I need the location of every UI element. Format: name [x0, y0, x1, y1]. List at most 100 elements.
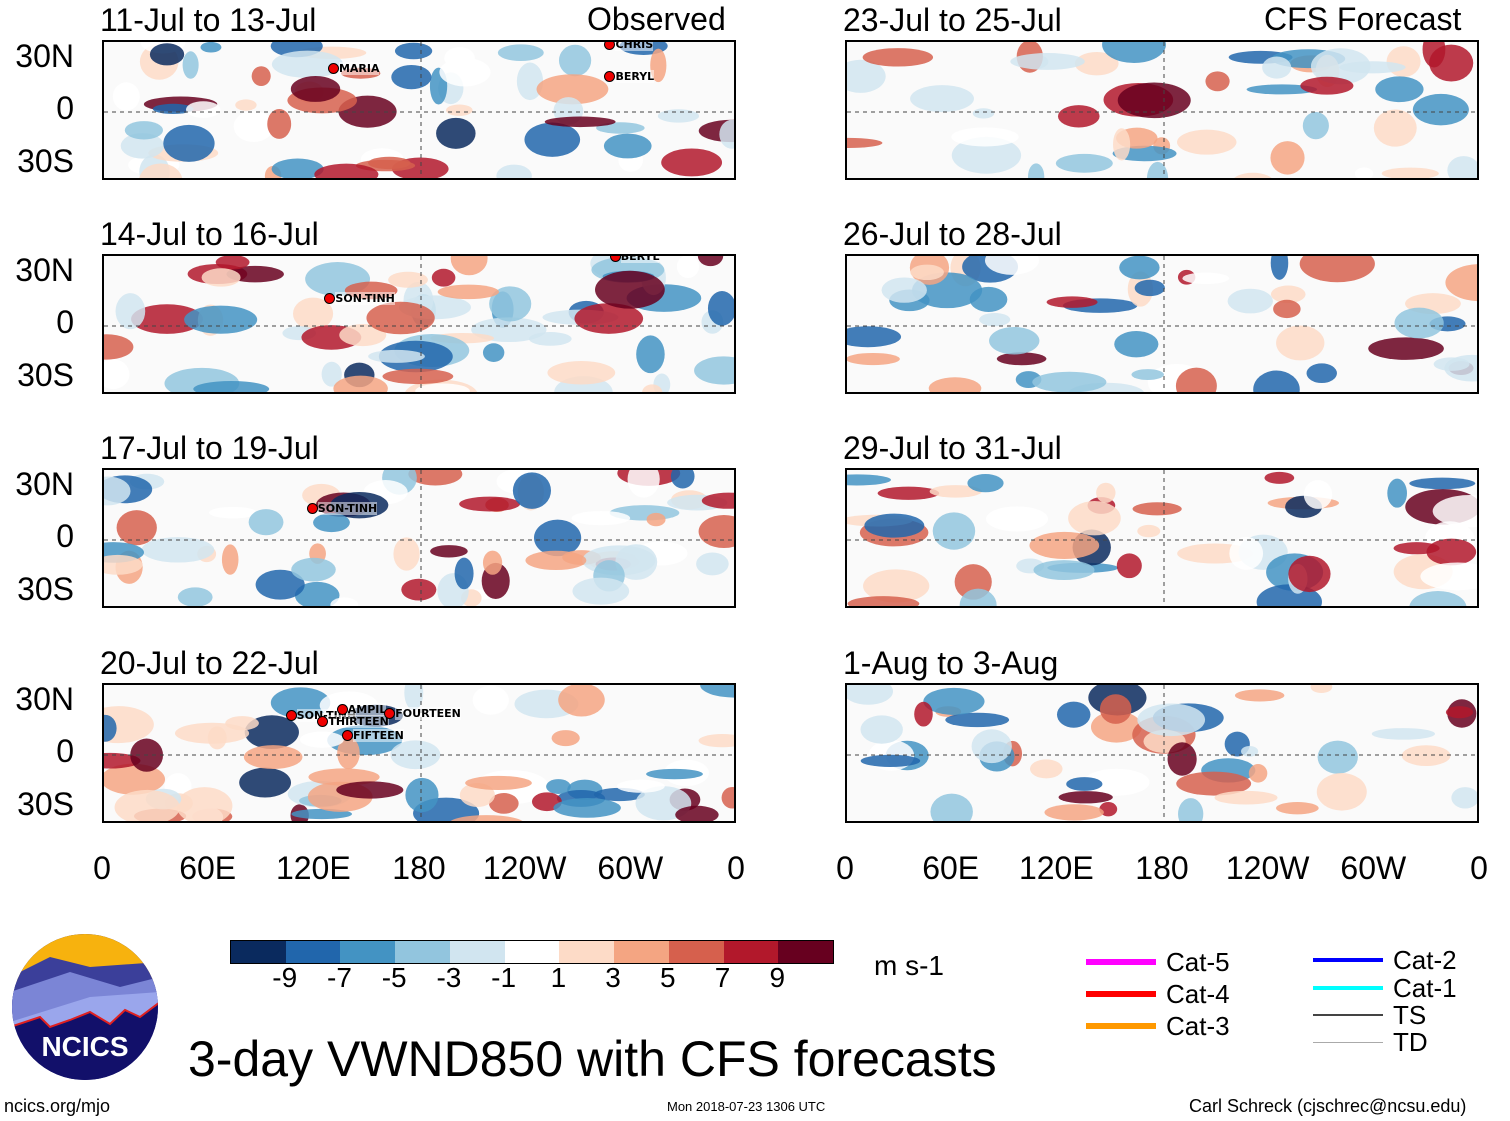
storm-marker-icon [306, 503, 318, 514]
lon-tick-label: 0 [1470, 850, 1488, 886]
wind-anomaly-contour [676, 256, 700, 279]
wind-anomaly-contour [200, 42, 222, 53]
colorbar-swatch [340, 941, 396, 963]
storm-label: AMPIL [347, 703, 387, 716]
lon-tick-label: 60W [597, 850, 664, 886]
wind-anomaly-contour [299, 731, 344, 748]
wind-anomaly-contour [290, 76, 341, 102]
wind-anomaly-contour [321, 361, 342, 387]
wind-anomaly-contour [226, 265, 284, 283]
wind-anomaly-contour [1102, 42, 1166, 63]
wind-anomaly-contour [596, 122, 645, 134]
wind-anomaly-contour [996, 352, 1047, 366]
wind-anomaly-contour [1205, 71, 1230, 92]
lat-tick-label: 0 [56, 518, 74, 554]
wind-anomaly-contour [524, 122, 581, 157]
wind-anomaly-contour [176, 787, 233, 821]
wind-anomaly-contour [1241, 745, 1259, 757]
colorbar-swatch [723, 941, 779, 963]
map-panel [845, 468, 1479, 608]
wind-anomaly-contour [115, 293, 146, 330]
wind-anomaly-contour [646, 512, 666, 527]
wind-anomaly-contour [437, 284, 500, 300]
wind-anomaly-contour [698, 515, 734, 549]
wind-anomaly-contour [333, 375, 388, 392]
wind-anomaly-contour [404, 685, 424, 711]
wind-anomaly-contour [951, 136, 1022, 174]
wind-anomaly-contour [971, 729, 1012, 764]
wind-anomaly-contour [929, 485, 982, 498]
wind-anomaly-contour [415, 383, 470, 392]
storm-label: BERYL [620, 256, 660, 263]
colorbar-swatch [778, 941, 834, 963]
wind-anomaly-contour [553, 798, 621, 818]
wind-anomaly-contour [482, 550, 503, 575]
wind-anomaly-contour [1300, 76, 1354, 95]
wind-anomaly-contour [1429, 44, 1474, 82]
wind-anomaly-contour [1117, 82, 1191, 119]
lon-tick-label: 0 [93, 850, 111, 886]
colorbar-label: -5 [381, 962, 407, 993]
wind-anomaly-contour [595, 270, 665, 309]
colorbar-swatch [231, 941, 286, 963]
wind-anomaly-contour [489, 793, 519, 814]
wind-anomaly-contour [120, 133, 165, 159]
wind-anomaly-contour [1288, 555, 1331, 593]
colorbar-swatch [668, 941, 724, 963]
wind-anomaly-contour [251, 66, 271, 87]
wind-anomaly-contour [1394, 307, 1444, 339]
wind-anomaly-contour [1214, 790, 1278, 805]
wind-anomaly-contour [459, 496, 521, 512]
lat-tick-label: 0 [56, 90, 74, 126]
wind-anomaly-contour [558, 44, 592, 77]
colorbar-label: -7 [327, 962, 352, 993]
wind-anomaly-contour [989, 326, 1040, 355]
wind-anomaly-contour [139, 163, 183, 178]
wind-anomaly-contour [394, 42, 433, 60]
legend-line-icon [1313, 1014, 1383, 1016]
wind-anomaly-contour [910, 85, 974, 113]
observed-label: Observed [587, 1, 726, 37]
lon-tick-label: 60E [922, 850, 980, 886]
wind-anomaly-contour [1412, 93, 1469, 126]
wind-anomaly-contour [558, 685, 605, 717]
wind-anomaly-contour [104, 476, 131, 506]
site-link[interactable]: ncics.org/mjo [4, 1096, 111, 1116]
colorbar-swatch [449, 941, 505, 963]
storm-marker-icon [317, 716, 329, 727]
wind-anomaly-contour [1044, 804, 1104, 821]
wind-anomaly-contour [339, 324, 387, 347]
wind-anomaly-contour [446, 104, 473, 116]
lat-tick-label: 30N [15, 252, 74, 288]
wind-anomaly-contour [1234, 172, 1272, 178]
wind-anomaly-contour [847, 326, 902, 348]
wind-anomaly-contour [271, 158, 324, 178]
wind-anomaly-contour [177, 587, 213, 606]
wind-anomaly-contour [1381, 167, 1439, 178]
wind-anomaly-contour [932, 512, 976, 550]
wind-anomaly-contour [1409, 477, 1476, 490]
wind-anomaly-contour [1116, 553, 1142, 579]
wind-anomaly-contour [969, 286, 1008, 312]
wind-anomaly-contour [163, 124, 215, 162]
wind-anomaly-contour [863, 569, 930, 603]
wind-anomaly-contour [235, 99, 257, 111]
author-credit: Carl Schreck (cjschrec@ncsu.edu) [1189, 1096, 1467, 1116]
wind-anomaly-contour [293, 297, 334, 330]
wind-anomaly-contour [1032, 371, 1107, 392]
wind-anomaly-contour [1083, 768, 1150, 796]
wind-anomaly-contour [959, 588, 997, 606]
lat-tick-label: 30S [17, 143, 74, 179]
wind-anomaly-contour [294, 581, 340, 606]
storm-label: SON-TINH [317, 502, 378, 515]
legend-item: Cat-1 [1313, 973, 1457, 1003]
wind-anomaly-contour [675, 805, 719, 821]
wind-anomaly-contour [267, 109, 292, 139]
lon-tick-label: 120E [275, 850, 351, 886]
wind-anomaly-contour [930, 793, 973, 821]
wind-anomaly-contour [1445, 706, 1474, 719]
wind-anomaly-contour [533, 519, 582, 557]
wind-anomaly-contour [337, 737, 360, 770]
wind-anomaly-contour [1339, 61, 1406, 74]
wind-anomaly-contour [1090, 711, 1142, 743]
